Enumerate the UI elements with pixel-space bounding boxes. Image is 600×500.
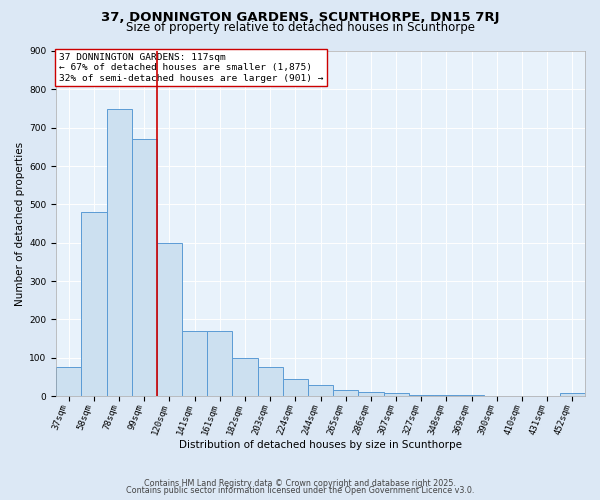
Bar [283,379,308,396]
Bar [182,331,207,396]
Bar [207,331,232,396]
Bar [56,368,82,396]
Text: Contains public sector information licensed under the Open Government Licence v3: Contains public sector information licen… [126,486,474,495]
Y-axis label: Number of detached properties: Number of detached properties [15,142,25,306]
Text: Size of property relative to detached houses in Scunthorpe: Size of property relative to detached ho… [125,22,475,35]
Bar [560,393,585,396]
Bar [257,368,283,396]
Text: 37, DONNINGTON GARDENS, SCUNTHORPE, DN15 7RJ: 37, DONNINGTON GARDENS, SCUNTHORPE, DN15… [101,11,499,24]
Bar [82,212,107,396]
Bar [157,243,182,396]
Bar [358,392,383,396]
Bar [333,390,358,396]
Bar [409,394,434,396]
Bar [308,384,333,396]
Bar [131,139,157,396]
Text: 37 DONNINGTON GARDENS: 117sqm
← 67% of detached houses are smaller (1,875)
32% o: 37 DONNINGTON GARDENS: 117sqm ← 67% of d… [59,52,323,82]
X-axis label: Distribution of detached houses by size in Scunthorpe: Distribution of detached houses by size … [179,440,462,450]
Bar [232,358,257,396]
Bar [107,108,131,396]
Bar [434,395,459,396]
Bar [383,393,409,396]
Text: Contains HM Land Registry data © Crown copyright and database right 2025.: Contains HM Land Registry data © Crown c… [144,478,456,488]
